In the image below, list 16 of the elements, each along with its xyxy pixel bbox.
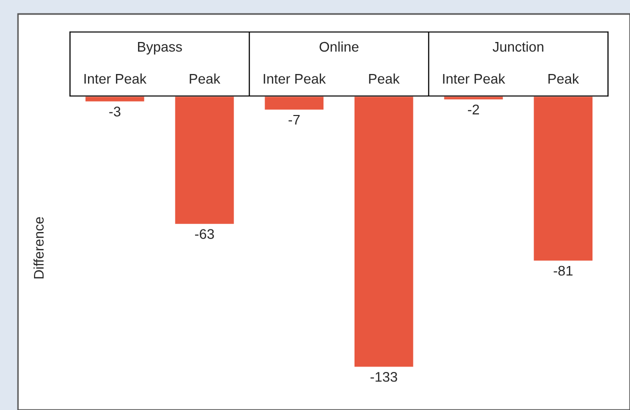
data-label: -81 (554, 266, 573, 276)
x-tick-label: Peak (190, 74, 220, 84)
data-label: -7 (288, 114, 300, 125)
data-label: -63 (195, 229, 214, 239)
text: Online (320, 42, 358, 52)
x-tick-label: Peak (369, 74, 400, 84)
data-label: -2 (468, 104, 479, 114)
x-tick-label: Inter Peak (84, 74, 147, 84)
x-tick-label: Inter Peak (443, 74, 506, 84)
text: Junction (492, 42, 544, 52)
x-tick-label: Inter Peak (264, 74, 326, 84)
y-axis-title: Difference (34, 217, 44, 278)
text: Bypass (138, 42, 182, 54)
data-label: -133 (370, 372, 398, 382)
data-label: -3 (109, 106, 120, 116)
x-tick-label: Peak (548, 74, 580, 84)
